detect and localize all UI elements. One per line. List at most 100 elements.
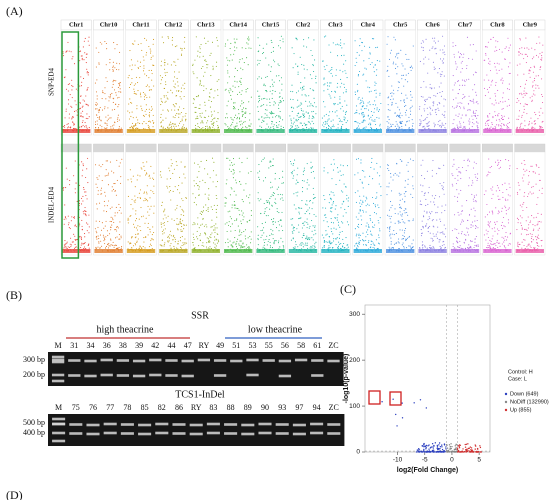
- dot: [313, 193, 315, 195]
- dot: [473, 161, 475, 163]
- dot: [486, 233, 488, 235]
- dot: [236, 125, 238, 127]
- dot: [275, 227, 278, 229]
- dot: [225, 88, 227, 90]
- dot: [81, 197, 83, 199]
- dot: [432, 46, 434, 48]
- dot: [410, 110, 412, 112]
- dot: [72, 116, 75, 118]
- dot: [465, 79, 468, 81]
- dot: [242, 111, 244, 113]
- dot: [103, 236, 105, 238]
- dot: [501, 236, 503, 238]
- dot: [137, 90, 139, 92]
- dot: [265, 90, 267, 92]
- dot: [410, 106, 412, 109]
- dot: [260, 105, 262, 107]
- dot: [486, 46, 488, 48]
- dot: [534, 120, 536, 122]
- dot: [264, 97, 266, 99]
- dot: [312, 105, 314, 107]
- dot: [257, 238, 259, 240]
- dot: [216, 37, 218, 39]
- dot: [167, 63, 169, 65]
- dot: [406, 97, 408, 99]
- dot: [257, 239, 259, 241]
- dot: [145, 123, 147, 125]
- dot: [305, 111, 307, 113]
- dot: [401, 63, 403, 65]
- dot: [403, 245, 405, 248]
- dot: [331, 125, 333, 128]
- dot: [174, 83, 176, 85]
- dot: [264, 113, 266, 115]
- dot: [470, 224, 472, 226]
- dot: [343, 63, 345, 65]
- baseline-band: [159, 249, 188, 253]
- dot: [293, 117, 295, 119]
- dot: [471, 100, 473, 102]
- dot: [505, 207, 507, 209]
- dot: [440, 95, 442, 97]
- dot: [397, 66, 399, 68]
- dot: [507, 123, 509, 125]
- dot: [425, 86, 427, 88]
- dot: [456, 168, 458, 170]
- dot: [184, 242, 186, 244]
- dot: [202, 127, 204, 129]
- dot: [363, 114, 365, 116]
- dot: [422, 159, 424, 161]
- dot: [327, 88, 329, 90]
- dot: [129, 65, 131, 67]
- dot: [73, 175, 75, 177]
- dot: [389, 52, 392, 54]
- dot: [213, 121, 215, 123]
- dot: [278, 107, 280, 110]
- dot: [73, 63, 76, 65]
- dot: [322, 207, 324, 209]
- dot: [425, 118, 427, 120]
- dot: [519, 125, 521, 127]
- dot: [489, 239, 491, 242]
- dot: [182, 126, 184, 128]
- dot: [109, 97, 111, 99]
- dot: [431, 238, 434, 240]
- dot: [249, 125, 251, 127]
- dot: [272, 234, 274, 236]
- dot: [229, 210, 231, 212]
- dot: [407, 183, 409, 185]
- dot: [328, 71, 330, 73]
- dot: [262, 119, 264, 121]
- dot: [181, 198, 183, 200]
- dot: [393, 61, 395, 63]
- dot: [309, 247, 311, 249]
- dot: [258, 170, 261, 172]
- dot: [159, 75, 161, 77]
- dot: [429, 87, 431, 89]
- dot: [472, 198, 474, 200]
- dot: [109, 220, 111, 222]
- dot: [475, 110, 477, 112]
- dot: [258, 76, 260, 78]
- dot: [148, 77, 150, 79]
- dot: [362, 119, 364, 122]
- dot: [298, 218, 300, 220]
- dot: [531, 58, 533, 60]
- dot: [113, 172, 115, 174]
- dot: [310, 171, 312, 173]
- dot: [241, 103, 243, 105]
- dot: [106, 123, 108, 125]
- dot: [306, 204, 308, 206]
- dot: [397, 106, 399, 108]
- dot: [422, 41, 425, 43]
- dot: [323, 78, 325, 80]
- dot: [421, 241, 423, 243]
- dot: [325, 241, 327, 243]
- dot: [404, 105, 406, 108]
- dot: [304, 221, 306, 223]
- dot: [141, 168, 143, 170]
- dot: [174, 241, 176, 243]
- dot: [410, 94, 412, 96]
- dot: [234, 67, 236, 69]
- dot: [473, 246, 475, 249]
